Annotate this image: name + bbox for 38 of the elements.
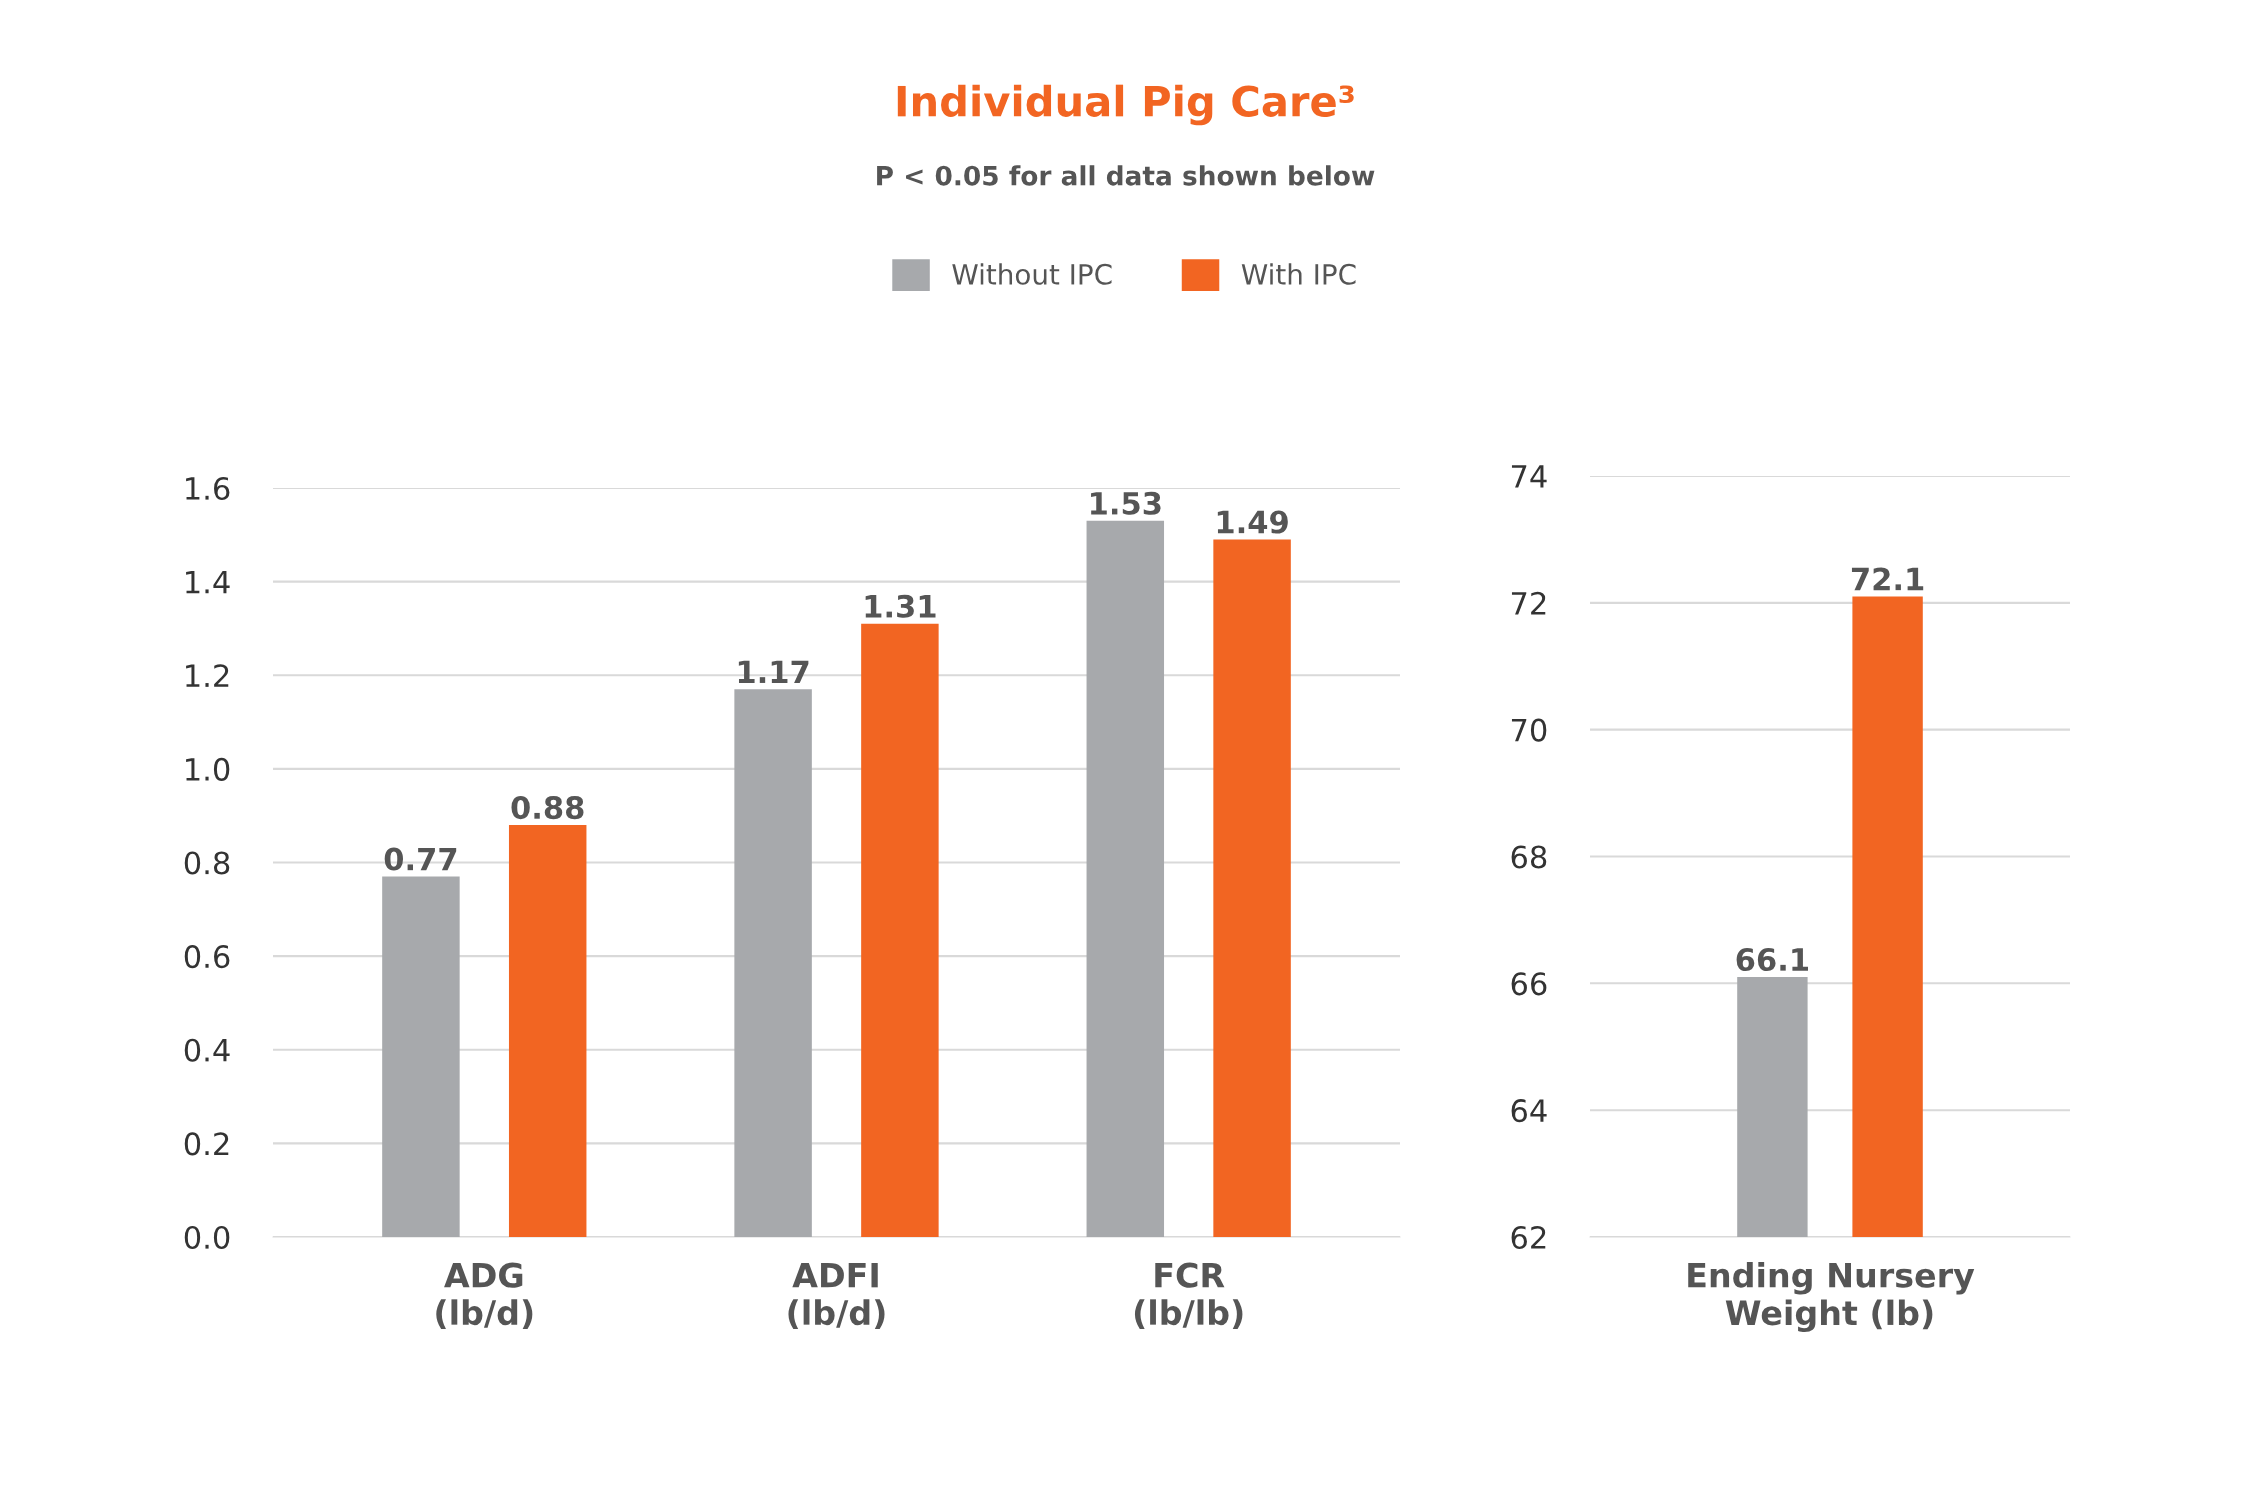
legend-label: Without IPC (952, 263, 1112, 285)
y-tick-label: 74 (1511, 465, 1547, 488)
bar (1086, 520, 1165, 1237)
y-tick-label: 68 (1511, 845, 1547, 869)
x-tick-label: FCR (lb/lb) (1134, 1262, 1243, 1330)
data-label: 0.88 (511, 796, 584, 820)
bar (734, 689, 812, 1237)
data-label: 1.31 (865, 594, 936, 618)
text: 0.2 (184, 1132, 229, 1156)
y-tick-label: 64 (1511, 1099, 1547, 1123)
data-label: 72.1 (1851, 567, 1924, 591)
bar (508, 825, 587, 1237)
chart-title: Individual Pig Care³ (897, 84, 1354, 126)
x-tick-label: ADFI (lb/d) (788, 1263, 885, 1330)
data-label: 1.53 (1091, 491, 1161, 515)
text: 0.0 (184, 1225, 230, 1250)
bar (861, 623, 939, 1237)
x-tick-label: ADG (lb/d) (436, 1262, 533, 1330)
text: 1.4 (186, 570, 230, 594)
data-label: 1.17 (738, 660, 809, 683)
text: 1.0 (186, 757, 230, 781)
bar (1213, 539, 1291, 1237)
y-tick-label: 72 (1511, 591, 1546, 615)
legend-label: With IPC (1241, 263, 1356, 285)
data-label: 1.49 (1217, 510, 1288, 534)
text: 0.8 (184, 851, 230, 875)
chart-subtitle: P < 0.05 for all data shown below (877, 165, 1375, 186)
y-tick-label: 62 (1511, 1225, 1546, 1250)
text: 1.2 (186, 664, 229, 687)
data-label: 66.1 (1736, 947, 1808, 972)
data-label: 0.77 (384, 847, 457, 871)
bar (382, 876, 460, 1237)
text: 0.4 (184, 1038, 230, 1062)
y-tick-label: 70 (1511, 718, 1547, 742)
text: 0.6 (184, 945, 230, 969)
x-tick-label: Ending Nursery Weight (lb) (1688, 1262, 1975, 1333)
y-tick-label: 66 (1511, 972, 1547, 996)
text: 1.6 (186, 476, 230, 501)
